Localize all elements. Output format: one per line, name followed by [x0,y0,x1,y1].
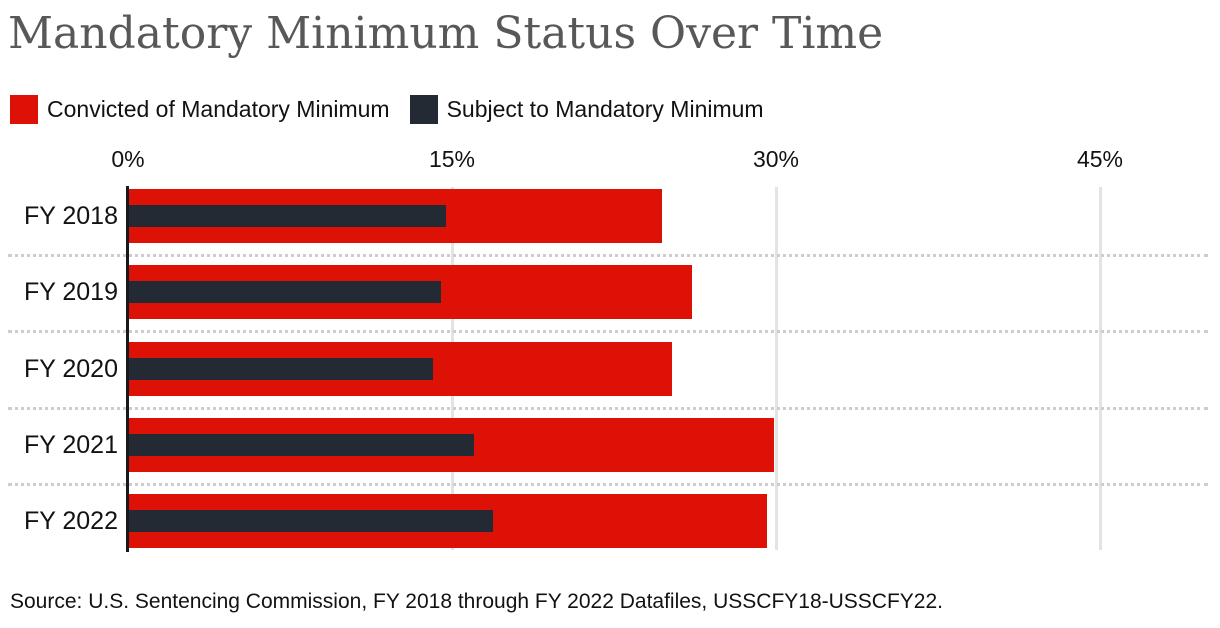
category-label: FY 2018 [23,202,118,230]
row-separator-dotted [8,483,1208,486]
bar-subject [128,434,474,456]
x-axis-tick-label: 30% [752,146,800,172]
bar-subject [128,358,433,380]
red-square-swatch-icon [10,95,38,124]
category-label: FY 2020 [23,355,118,383]
vertical-gridline [775,187,778,550]
x-axis-tick-label: 45% [1076,146,1124,172]
row-separator-dotted [8,407,1208,410]
bar-subject [128,205,446,227]
x-axis-tick-label: 0% [111,146,145,172]
bar-subject [128,510,493,532]
navy-square-swatch-icon [409,95,438,124]
legend-item-convicted: Convicted of Mandatory Minimum [10,95,390,124]
category-label: FY 2019 [23,278,118,306]
category-label: FY 2021 [23,431,118,459]
legend-label-convicted: Convicted of Mandatory Minimum [47,96,390,122]
vertical-gridline [1099,187,1102,550]
category-label: FY 2022 [23,507,118,535]
chart-title: Mandatory Minimum Status Over Time [8,8,884,59]
legend-label-subject: Subject to Mandatory Minimum [446,96,764,122]
bar-subject [128,281,441,303]
row-separator-dotted [8,254,1208,257]
x-axis-tick-label: 15% [428,146,476,172]
row-separator-dotted [8,330,1208,333]
legend-item-subject: Subject to Mandatory Minimum [409,95,764,124]
legend: Convicted of Mandatory Minimum Subject t… [10,95,784,124]
source-note: Source: U.S. Sentencing Commission, FY 2… [10,590,944,613]
y-axis-line [126,186,129,552]
